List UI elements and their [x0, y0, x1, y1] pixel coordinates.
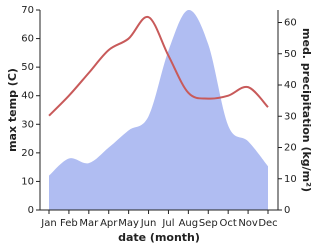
- x-tick-label: Sep: [199, 218, 218, 229]
- x-tick-label: Jan: [40, 218, 56, 229]
- y-tick-label: 70: [21, 5, 34, 16]
- temp-line: [48, 16, 269, 117]
- y2-tick-label: 0: [284, 205, 290, 216]
- y-tick-label: 10: [21, 176, 34, 187]
- precipitation-area: [49, 9, 268, 210]
- x-tick-label: Feb: [60, 218, 78, 229]
- y2-tick-label: 50: [284, 49, 297, 60]
- y-tick-label: 0: [28, 205, 34, 216]
- x-tick-label: Aug: [179, 218, 199, 229]
- x-tick-label: May: [118, 218, 139, 229]
- y2-tick-label: 10: [284, 174, 297, 185]
- y2-tick-label: 40: [284, 80, 297, 91]
- x-tick-label: Mar: [79, 218, 99, 229]
- y2-tick-label: 30: [284, 111, 297, 122]
- y-tick-label: 20: [21, 148, 34, 159]
- y2-tick-label: 60: [284, 18, 297, 29]
- y-tick-label: 50: [21, 62, 34, 73]
- x-tick-label: Apr: [100, 218, 118, 229]
- x-axis-label: date (month): [118, 231, 200, 244]
- x-tick-label: Oct: [220, 218, 237, 229]
- y2-axis-label: med. precipitation (kg/m²): [300, 28, 313, 192]
- y-tick-label: 30: [21, 119, 34, 130]
- y-tick-label: 40: [21, 91, 34, 102]
- y-axis-label: max temp (C): [6, 68, 19, 152]
- y-tick-label: 60: [21, 34, 34, 45]
- x-tick-label: Dec: [258, 218, 277, 229]
- x-tick-label: Jul: [161, 218, 174, 229]
- x-tick-label: Jun: [140, 218, 157, 229]
- x-tick-label: Nov: [238, 218, 258, 229]
- y2-tick-label: 20: [284, 143, 297, 154]
